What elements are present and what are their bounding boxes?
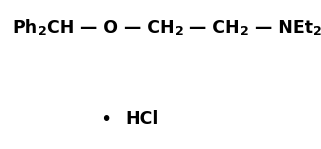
Text: •: • bbox=[100, 110, 112, 129]
Text: HCl: HCl bbox=[125, 110, 159, 128]
Text: — CH: — CH bbox=[184, 19, 240, 37]
Text: CH: CH bbox=[47, 19, 80, 37]
Text: 2: 2 bbox=[38, 25, 47, 38]
Text: 2: 2 bbox=[240, 25, 249, 38]
Text: Ph: Ph bbox=[13, 19, 38, 37]
Text: 2: 2 bbox=[175, 25, 184, 38]
Text: 2: 2 bbox=[313, 25, 321, 38]
Text: — O — CH: — O — CH bbox=[80, 19, 175, 37]
Text: — NEt: — NEt bbox=[249, 19, 313, 37]
